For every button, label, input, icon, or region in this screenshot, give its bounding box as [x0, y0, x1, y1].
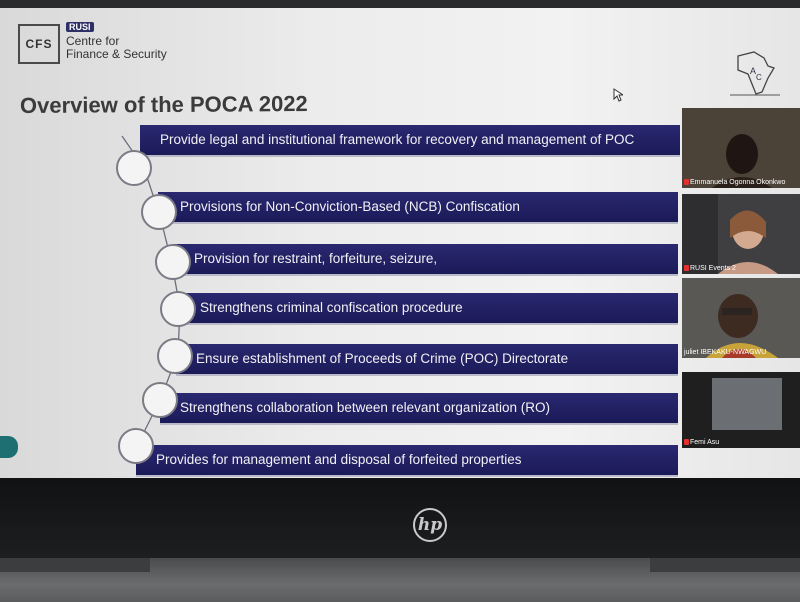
participant-tile[interactable]: RUSI Events 2 — [682, 194, 800, 274]
bullet-item: Ensure establishment of Proceeds of Crim… — [176, 344, 678, 374]
participant-name: Emmanuela Ogonna Okonkwo — [690, 179, 786, 186]
organization-name-line2: Finance & Security — [66, 47, 167, 61]
participant-video — [682, 372, 800, 448]
africa-map-logo: A C — [730, 51, 780, 96]
organization-name: Centre for Finance & Security — [66, 35, 167, 61]
bullet-circle — [118, 428, 154, 464]
screen: CFS RUSI Centre for Finance & Security O… — [0, 8, 800, 478]
hp-logo: hp — [413, 508, 447, 542]
participant-tile[interactable]: Emmanuela Ogonna Okonkwo — [682, 108, 800, 188]
bullet-item: Provide legal and institutional framewor… — [140, 125, 680, 155]
participant-tile[interactable]: juliet IBEKAKU-NWAGWU — [682, 278, 800, 358]
bullet-circle — [116, 150, 152, 186]
participant-video — [682, 194, 800, 274]
bullet-text: Strengthens criminal confiscation proced… — [200, 300, 463, 315]
bullet-list: Provide legal and institutional framewor… — [0, 8, 800, 478]
laptop-hinge-left — [0, 558, 150, 572]
bullet-item: Strengthens criminal confiscation proced… — [180, 293, 678, 323]
bullet-item: Strengthens collaboration between releva… — [160, 393, 678, 423]
mic-muted-icon — [684, 179, 689, 185]
svg-text:C: C — [756, 73, 762, 82]
cfs-logo: CFS — [18, 24, 60, 64]
participant-name: RUSI Events 2 — [690, 265, 736, 272]
svg-text:A: A — [750, 66, 756, 76]
rusi-logo: RUSI — [66, 22, 94, 32]
bullet-item: Provisions for Non-Conviction-Based (NCB… — [158, 192, 678, 222]
mouse-cursor-icon — [613, 88, 623, 102]
participant-name: juliet IBEKAKU-NWAGWU — [684, 349, 767, 356]
bullet-text: Provisions for Non-Conviction-Based (NCB… — [180, 199, 520, 214]
bullet-circle — [141, 194, 177, 230]
participant-name: Femi Asu — [690, 439, 720, 446]
bullet-text: Provides for management and disposal of … — [156, 452, 522, 467]
laptop-hinge-right — [650, 558, 800, 572]
participant-tile[interactable]: Femi Asu — [682, 372, 800, 448]
bullet-circle — [155, 244, 191, 280]
bullet-text: Provide legal and institutional framewor… — [160, 132, 635, 147]
bullet-text: Ensure establishment of Proceeds of Crim… — [196, 351, 569, 366]
bullet-item: Provision for restraint, forfeiture, sei… — [172, 244, 678, 274]
mic-muted-icon — [684, 265, 689, 271]
bullet-text: Provision for restraint, forfeiture, sei… — [194, 251, 438, 266]
laptop-bezel — [0, 478, 800, 558]
bullet-circle — [157, 338, 193, 374]
participant-video — [682, 278, 800, 358]
participant-video — [682, 108, 800, 188]
bullet-circle — [142, 382, 178, 418]
bullet-text: Strengthens collaboration between releva… — [180, 400, 550, 415]
mic-muted-icon — [684, 439, 689, 445]
organization-name-line1: Centre for — [66, 34, 120, 48]
bullet-item: Provides for management and disposal of … — [136, 445, 678, 475]
bullet-circle — [160, 291, 196, 327]
pen-tool-icon[interactable] — [0, 436, 18, 458]
